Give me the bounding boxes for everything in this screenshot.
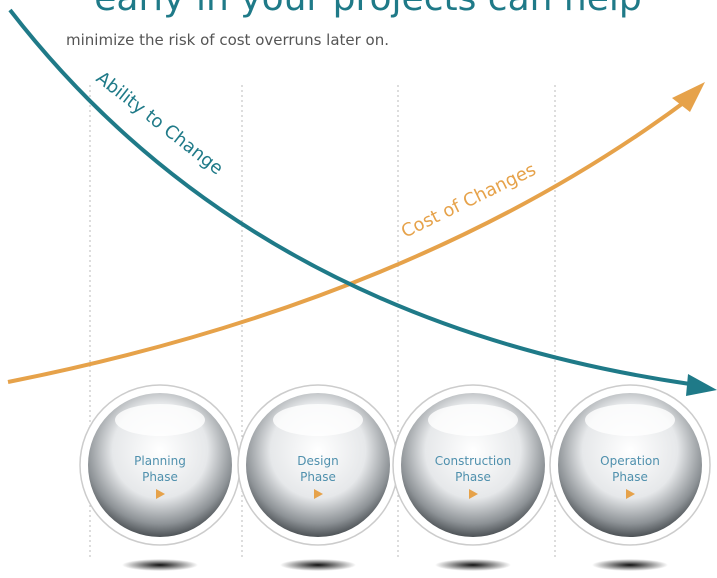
phase-label: Phase bbox=[612, 470, 648, 484]
phase-label: Phase bbox=[142, 470, 178, 484]
cost-arrowhead bbox=[672, 82, 705, 112]
ability-curve bbox=[8, 8, 691, 386]
phase-spheres: Planning Phase Design Phase Construction Phas… bbox=[79, 384, 711, 571]
phase-label: Design bbox=[297, 454, 338, 468]
sphere-shadow bbox=[592, 559, 668, 571]
sphere-highlight bbox=[115, 404, 205, 436]
phase-label: Construction bbox=[435, 454, 511, 468]
sphere-highlight bbox=[428, 404, 518, 436]
sphere-shadow bbox=[435, 559, 511, 571]
play-icon bbox=[626, 489, 635, 499]
sphere-shadow bbox=[280, 559, 356, 571]
phase-label: Operation bbox=[600, 454, 660, 468]
title: early in your projects can help bbox=[94, 0, 642, 19]
cost-curve bbox=[7, 96, 692, 384]
play-icon bbox=[156, 489, 165, 499]
subtitle: minimize the risk of cost overruns later… bbox=[66, 31, 389, 49]
sphere-highlight bbox=[585, 404, 675, 436]
phase-label: Phase bbox=[300, 470, 336, 484]
sphere-highlight bbox=[273, 404, 363, 436]
play-icon bbox=[314, 489, 323, 499]
sphere-shadow bbox=[122, 559, 198, 571]
ability-arrowhead bbox=[686, 374, 717, 396]
phase-label: Phase bbox=[455, 470, 491, 484]
play-icon bbox=[469, 489, 478, 499]
phase-label: Planning bbox=[134, 454, 186, 468]
